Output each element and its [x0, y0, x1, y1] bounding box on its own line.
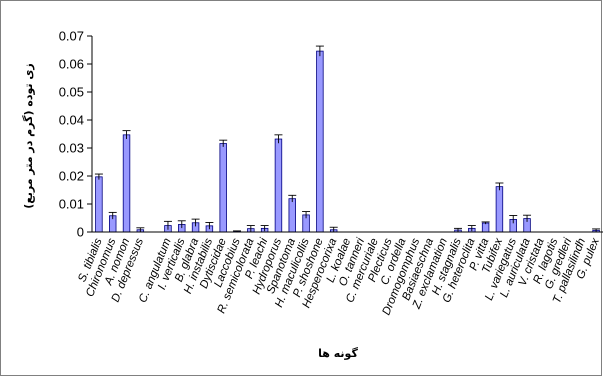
y-axis-title: زی توده (گرم در متر مربع) [22, 63, 35, 209]
x-axis-title: گونه ها [318, 347, 358, 360]
bar [288, 198, 296, 233]
y-tick-label: 0.03 [59, 141, 84, 156]
y-tick-label: 0.01 [59, 197, 84, 212]
y-tick-label: 0.04 [59, 113, 84, 128]
bar [95, 176, 103, 233]
y-tick-label: 0 [77, 225, 84, 240]
bar [274, 138, 283, 233]
y-tick-label: 0.07 [59, 29, 84, 44]
y-tick-label: 0.05 [59, 85, 84, 100]
bar [495, 186, 504, 233]
bar [122, 134, 131, 233]
bar [316, 50, 324, 233]
bar [481, 222, 490, 233]
bar [219, 143, 227, 233]
y-tick-label: 0.06 [59, 57, 84, 72]
y-tick-label: 0.02 [59, 169, 84, 184]
